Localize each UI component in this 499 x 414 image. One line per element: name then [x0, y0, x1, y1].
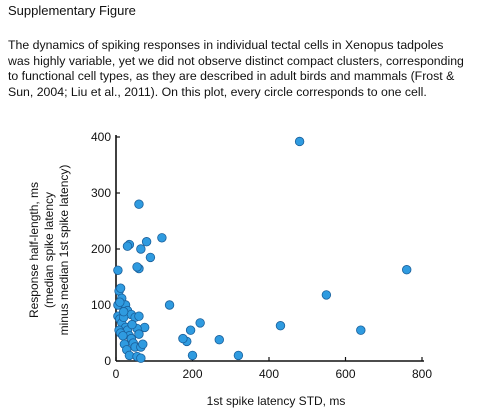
y-tick-label: 0 [104, 354, 111, 368]
caption-line: to functional cell types, as they are de… [8, 69, 455, 83]
y-axis-label-line: (median spike latency [42, 192, 56, 308]
data-point [118, 331, 128, 341]
data-point [134, 329, 144, 339]
data-point [122, 241, 133, 251]
data-point [185, 325, 196, 335]
caption-line: was highly variable, yet we did not obse… [8, 53, 464, 68]
data-point [187, 350, 198, 361]
data-point [321, 290, 332, 300]
data-point [294, 136, 305, 147]
x-tick-label: 400 [259, 367, 279, 381]
data-point [141, 237, 152, 247]
data-point [115, 283, 126, 293]
data-point [275, 321, 286, 331]
x-tick-label: 600 [335, 367, 355, 381]
tick-labels: 0 200 400 600 800 0 100 200 300 400 [91, 130, 432, 381]
y-tick-label: 400 [91, 130, 111, 144]
page-heading: Supplementary Figure [8, 3, 136, 18]
y-axis-label: Response half-length, ms (median spike la… [27, 165, 71, 336]
data-point [134, 199, 144, 209]
data-point [132, 262, 142, 272]
y-tick-label: 100 [91, 298, 111, 312]
data-point [136, 244, 146, 254]
data-point [134, 311, 144, 321]
data-point [164, 300, 175, 310]
data-point [127, 319, 137, 330]
data-point [145, 252, 156, 263]
data-point [115, 297, 125, 307]
data-point [157, 233, 167, 243]
y-axis-label-line: minus median 1st spike latency) [57, 165, 71, 336]
axes [115, 135, 424, 362]
x-axis-label: 1st spike latency STD, ms [207, 394, 346, 408]
y-tick-label: 300 [91, 186, 111, 200]
data-point [214, 335, 224, 345]
x-tick-label: 200 [182, 367, 202, 381]
data-point [402, 265, 412, 275]
y-tick-label: 200 [91, 242, 111, 256]
data-point [138, 339, 148, 349]
x-tick-label: 0 [113, 367, 120, 381]
caption-line: The dynamics of spiking responses in ind… [8, 38, 444, 52]
data-point [136, 353, 146, 363]
data-point [124, 350, 135, 361]
figure-caption: The dynamics of spiking responses in ind… [8, 38, 496, 100]
data-point [356, 325, 366, 335]
data-point [195, 318, 205, 328]
data-point [118, 307, 129, 317]
x-tick-label: 800 [412, 367, 432, 381]
data-point [178, 333, 188, 344]
data-point [113, 265, 123, 275]
data-point [233, 350, 244, 361]
y-axis-label-line: Response half-length, ms [27, 182, 41, 318]
data-points [113, 136, 412, 363]
caption-line: Sun, 2004; Liu et al., 2011). On this pl… [8, 84, 427, 99]
